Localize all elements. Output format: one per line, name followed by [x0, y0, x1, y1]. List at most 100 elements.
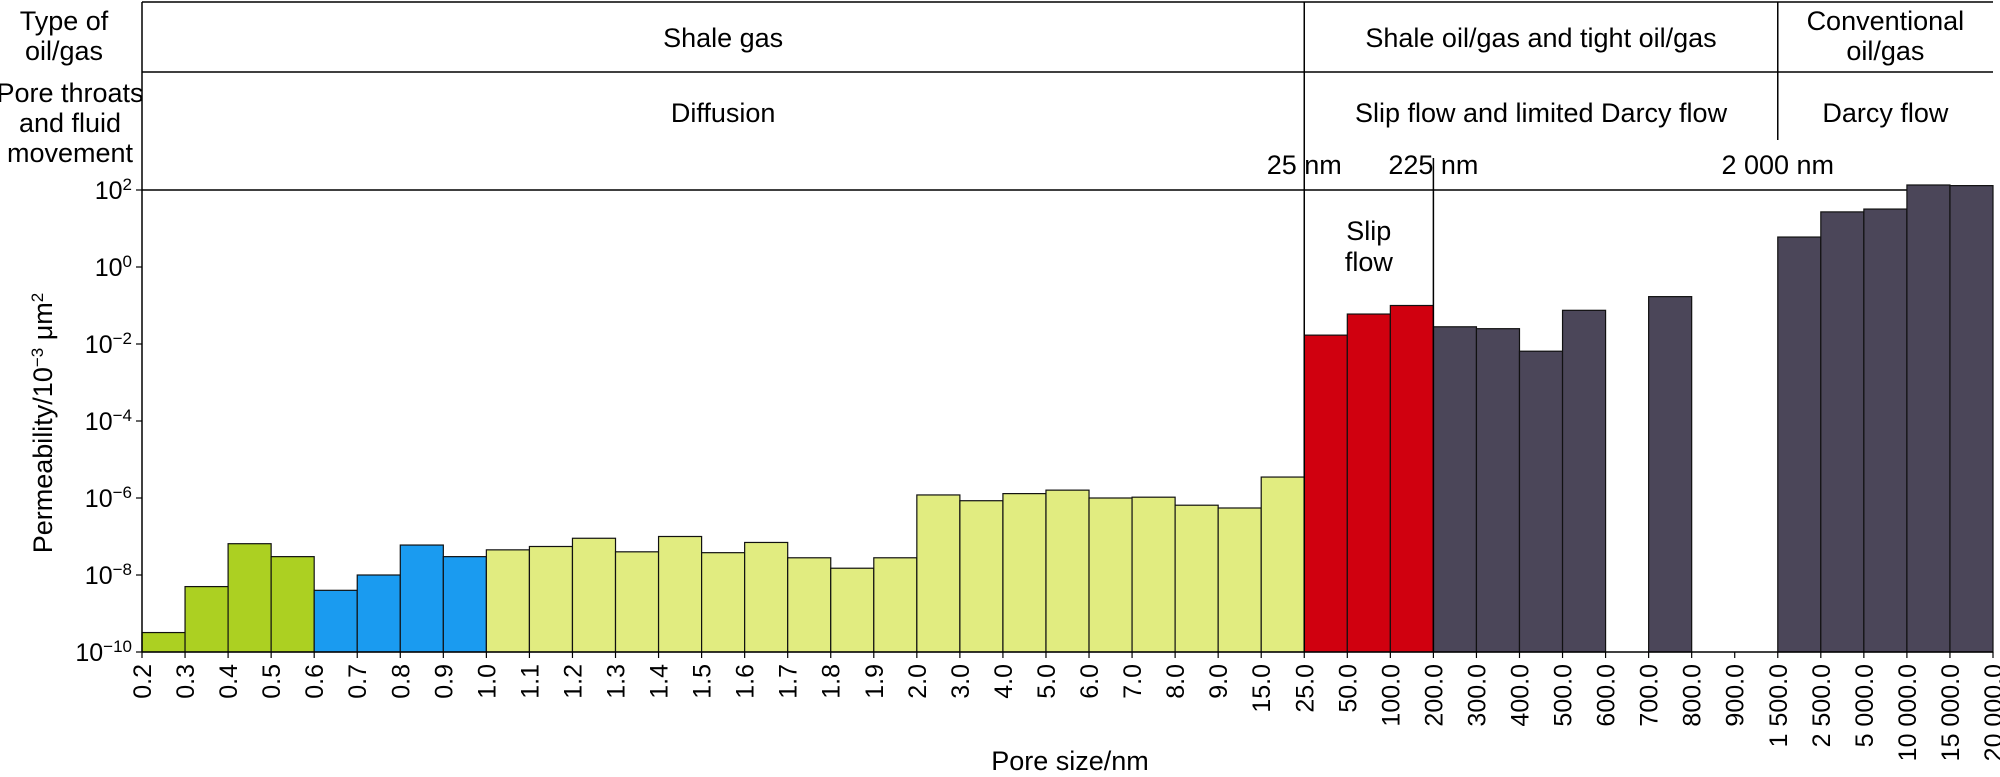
- type-cell-0-line: Shale gas: [663, 23, 783, 53]
- bar-400.0: [1518, 350, 1564, 653]
- x-tick-label: 400.0: [1506, 664, 1534, 727]
- axis-labels: Pore size/nm Permeability/10−3 μm2: [28, 293, 1149, 776]
- pore-cell-0: Diffusion: [671, 98, 776, 128]
- bar-15000.0: [1949, 185, 1994, 653]
- x-tick-label: 1.3: [603, 664, 631, 699]
- bar-15.0: [1260, 476, 1305, 653]
- x-tick-label: 4.0: [990, 664, 1018, 699]
- x-tick-label: 15 000.0: [1937, 664, 1965, 761]
- x-tick-label: 1.6: [732, 664, 760, 699]
- y-tick-exp: 0: [123, 252, 132, 271]
- bar-700.0: [1648, 296, 1693, 653]
- y-tick-label: 10−4: [85, 406, 132, 437]
- x-tick-label: 5 000.0: [1851, 664, 1879, 747]
- x-tick-label: 300.0: [1463, 664, 1491, 727]
- x-tick-label: 1.8: [818, 664, 846, 699]
- marker-label-2: 2 000 nm: [1721, 150, 1834, 180]
- x-tick-label: 0.2: [129, 664, 157, 699]
- x-tick-label: 2.0: [904, 664, 932, 699]
- bar-1.7: [787, 557, 832, 653]
- x-tick-label: 0.3: [172, 664, 200, 699]
- y-tick-base: 10: [85, 562, 113, 590]
- bar-1.2: [571, 537, 617, 653]
- bar-25.0: [1303, 334, 1348, 653]
- bar-2500.0: [1820, 211, 1865, 653]
- bar-0.8: [399, 544, 444, 653]
- bar-1.9: [873, 557, 918, 653]
- y-axis-label-unit-exp: 2: [28, 293, 47, 302]
- slip-flow-label-line: Slip: [1346, 216, 1391, 246]
- y-axis-label-exp: −3: [28, 348, 47, 367]
- y-tick-exp: −10: [103, 637, 132, 656]
- bar-0.5: [270, 556, 315, 653]
- type-cell-2-line: oil/gas: [1846, 36, 1924, 66]
- x-tick-label: 0.8: [387, 664, 415, 699]
- bar-0.6: [313, 589, 358, 653]
- bar-1.3: [614, 551, 660, 653]
- y-tick-exp: 2: [123, 175, 132, 194]
- y-axis-label: Permeability/10−3 μm2: [28, 293, 59, 554]
- x-tick-label: 20 000.0: [1980, 664, 2000, 761]
- y-tick-base: 10: [85, 408, 113, 436]
- x-tick-label: 100.0: [1377, 664, 1405, 727]
- x-tick-label: 50.0: [1334, 664, 1362, 713]
- bar-1.4: [657, 535, 703, 653]
- bar-0.7: [356, 574, 401, 653]
- x-tick-label: 1.9: [861, 664, 889, 699]
- x-tick-label: 900.0: [1722, 664, 1750, 727]
- x-tick-label: 1.0: [473, 664, 501, 699]
- type-cell-2-line: Conventional: [1807, 6, 1965, 36]
- x-tick-label: 6.0: [1076, 664, 1104, 699]
- bar-200.0: [1432, 326, 1478, 653]
- row-header-pore-line: movement: [7, 138, 134, 168]
- row-header-type-line: oil/gas: [25, 36, 103, 66]
- bar-6.0: [1088, 497, 1133, 653]
- x-tick-label: 1.5: [689, 664, 717, 699]
- x-tick-label: 600.0: [1593, 664, 1621, 727]
- bar-4.0: [1002, 493, 1047, 653]
- x-tick-label: 800.0: [1679, 664, 1707, 727]
- bar-1.6: [744, 541, 789, 653]
- y-tick-base: 10: [75, 639, 103, 667]
- bar-1.1: [528, 545, 574, 653]
- x-tick-label: 2 500.0: [1808, 664, 1836, 747]
- y-tick-base: 10: [85, 331, 113, 359]
- x-tick-label: 0.4: [215, 664, 243, 699]
- row-header-pore-line: and fluid: [19, 108, 121, 138]
- y-axis-label-unit: μm: [28, 302, 58, 348]
- bar-10000.0: [1906, 184, 1951, 653]
- x-tick-label: 0.9: [430, 664, 458, 699]
- bar-3.0: [959, 500, 1004, 653]
- x-tick-label: 1.1: [516, 664, 544, 699]
- bar-300.0: [1475, 328, 1521, 653]
- bar-1.5: [701, 552, 746, 653]
- pore-cell-2: Darcy flow: [1822, 98, 1949, 128]
- bar-1.8: [830, 567, 875, 653]
- bar-0.3: [184, 585, 229, 653]
- bar-0.2: [141, 631, 186, 653]
- y-tick-exp: −6: [113, 483, 132, 502]
- pore-cell-1: Slip flow and limited Darcy flow: [1355, 98, 1728, 128]
- x-tick-label: 5.0: [1033, 664, 1061, 699]
- row-header-type-line: Type of: [20, 6, 109, 36]
- bar-1500.0: [1777, 236, 1822, 653]
- x-tick-label: 9.0: [1205, 664, 1233, 699]
- bar-50.0: [1346, 313, 1391, 653]
- bar-1.0: [485, 549, 531, 653]
- x-tick-label: 1.7: [775, 664, 803, 699]
- slip-flow-label-line: flow: [1345, 247, 1394, 277]
- y-axis-label-text: Permeability/10: [28, 367, 58, 553]
- y-tick-exp: −2: [113, 329, 132, 348]
- bar-9.0: [1217, 507, 1262, 653]
- y-tick-exp: −8: [113, 560, 132, 579]
- bar-2.0: [916, 494, 961, 653]
- y-tick-label: 10−2: [85, 329, 132, 360]
- x-tick-label: 8.0: [1162, 664, 1190, 699]
- bars: [141, 184, 1994, 653]
- x-tick-label: 1 500.0: [1765, 664, 1793, 747]
- bar-0.9: [442, 556, 487, 653]
- bar-500.0: [1561, 309, 1607, 653]
